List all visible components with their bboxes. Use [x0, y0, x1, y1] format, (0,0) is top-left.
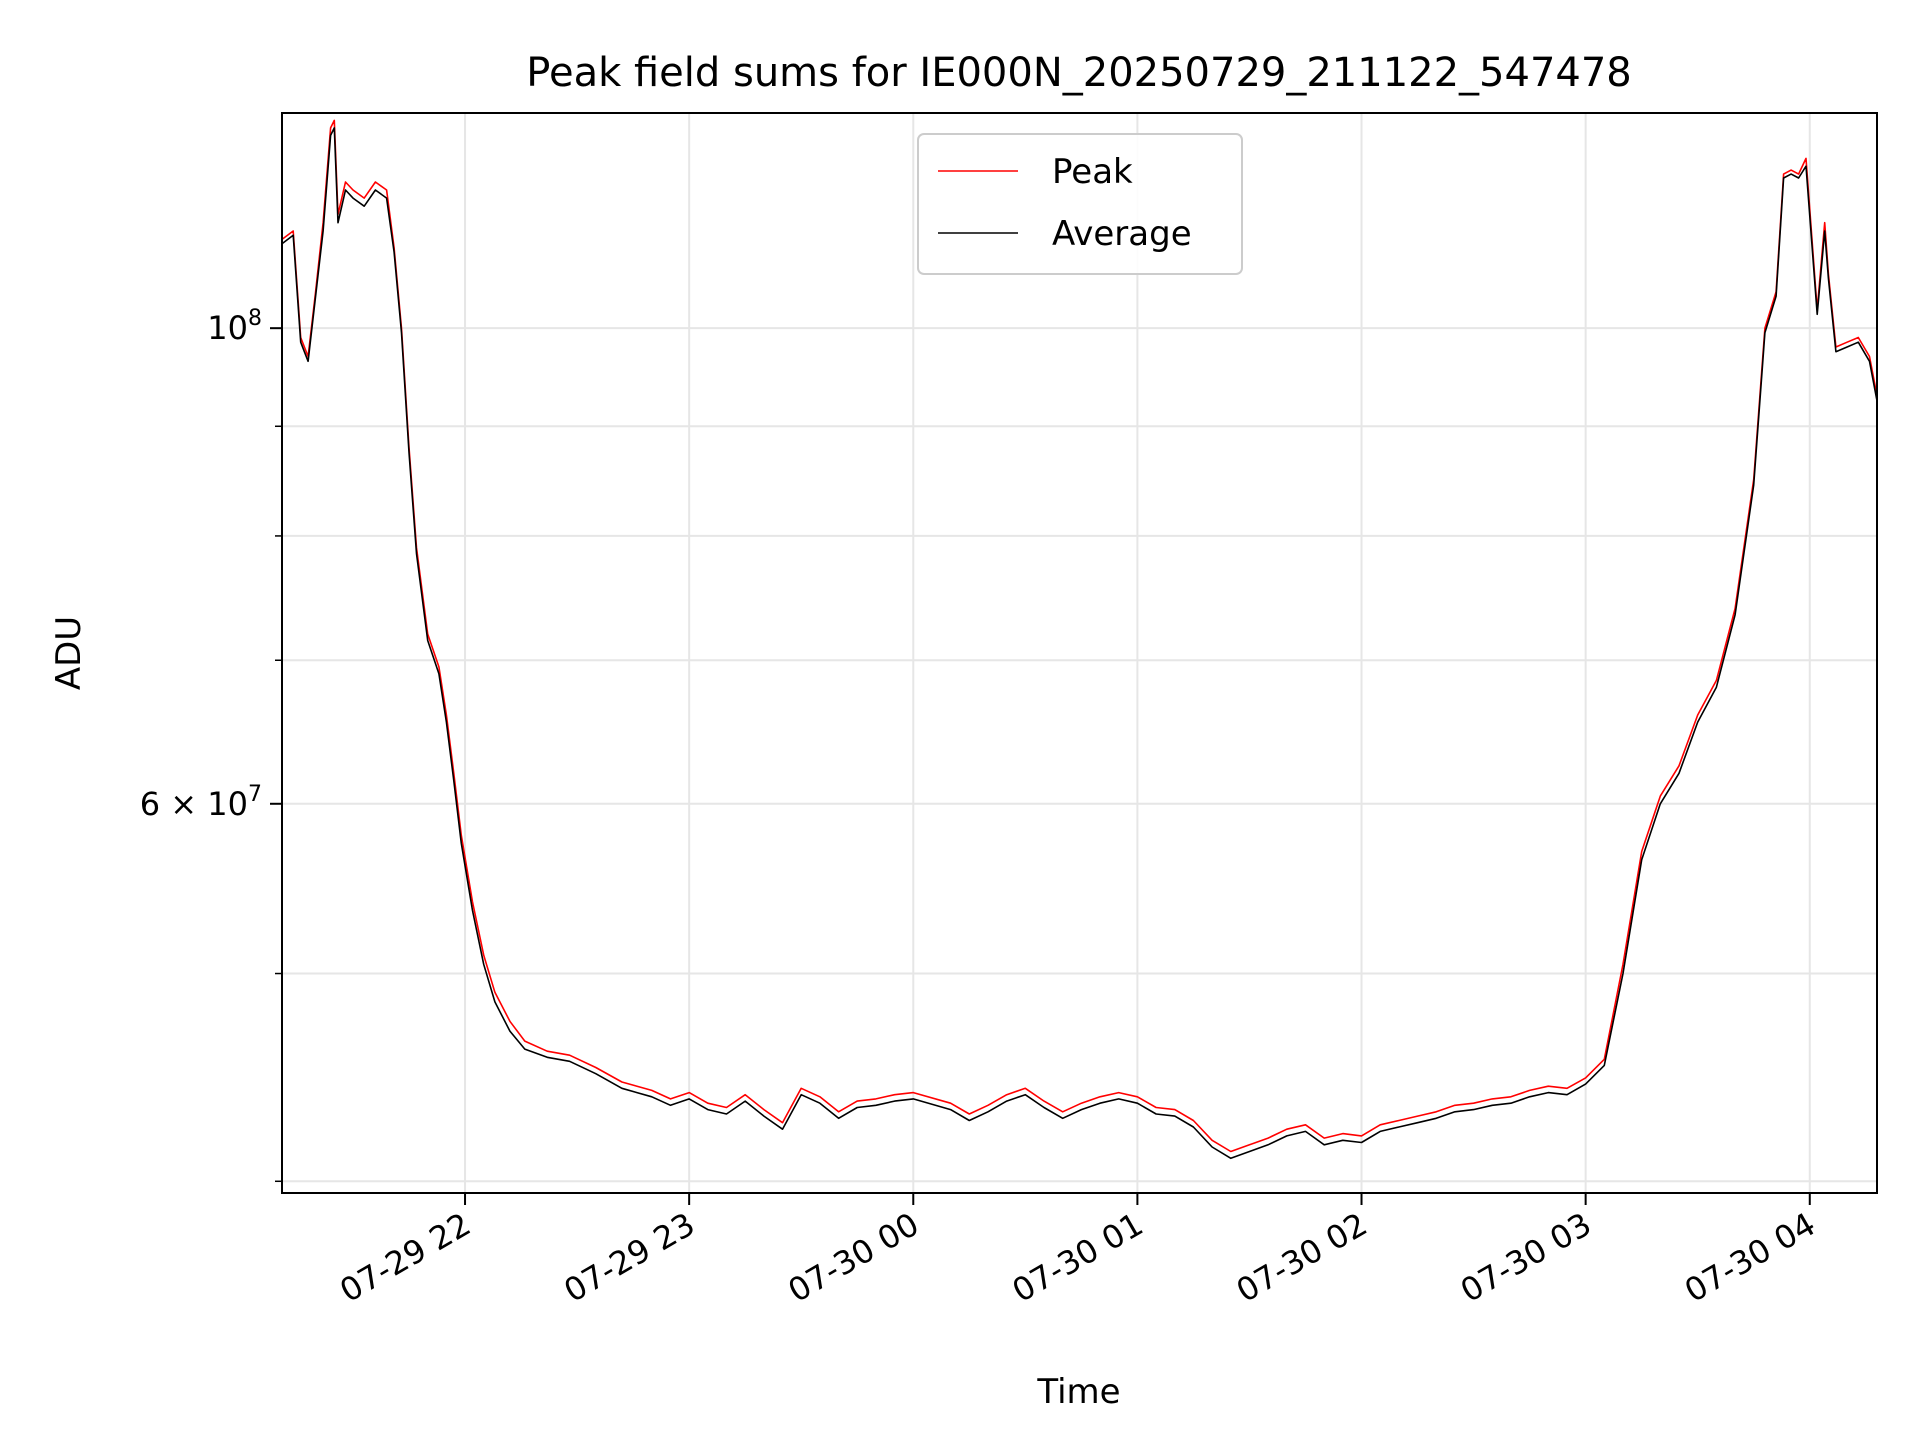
series-layer — [282, 119, 1877, 1160]
y-axis: 108 6 × 107 — [140, 306, 282, 1183]
legend-average-label: Average — [1052, 214, 1192, 254]
series-line-average — [282, 127, 1877, 1160]
x-axis-label: Time — [1036, 1372, 1120, 1412]
legend-peak-label: Peak — [1052, 152, 1133, 192]
legend: Peak Average — [917, 133, 1243, 275]
chart-title: Peak field sums for IE000N_20250729_2111… — [526, 50, 1631, 96]
grid — [282, 113, 1877, 1193]
y-tick-label: 108 — [207, 306, 262, 347]
y-tick-label: 6 × 107 — [140, 782, 262, 823]
y-axis-label: ADU — [49, 616, 89, 690]
plot-frame — [281, 112, 1878, 1194]
legend-box — [917, 133, 1243, 275]
